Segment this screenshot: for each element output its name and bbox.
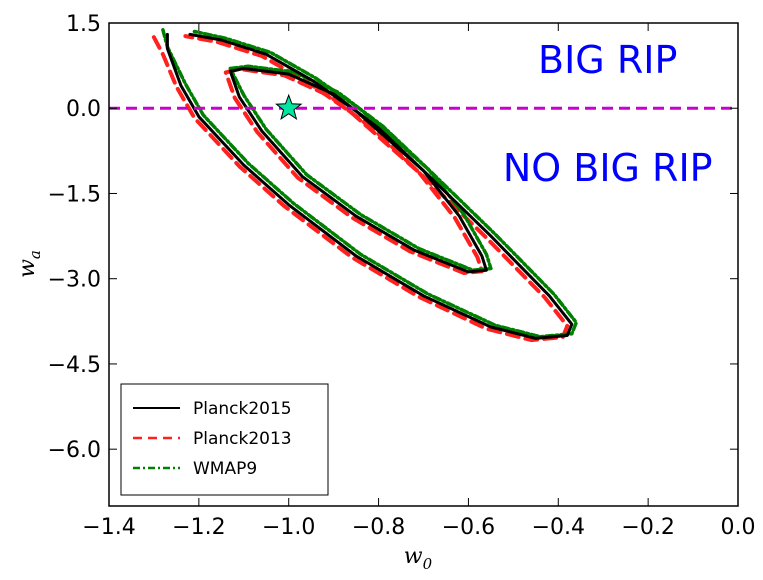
x-axis-label: w0 (404, 544, 433, 573)
svg-text:wa: wa (15, 250, 44, 278)
legend-box (120, 383, 329, 496)
x-tick-label: −1.4 (82, 515, 135, 540)
y-tick-label: −4.5 (48, 353, 101, 378)
y-tick-label: −1.5 (48, 182, 101, 207)
y-tick-label: 1.5 (66, 12, 101, 37)
x-tick-label: −0.6 (442, 515, 495, 540)
y-tick-label: −6.0 (48, 438, 101, 463)
x-tick-label: −0.2 (621, 515, 674, 540)
x-axis-label-main: w (404, 544, 423, 569)
y-tick-label: −3.0 (48, 268, 101, 293)
annotation-big-rip: BIG RIP (538, 38, 677, 82)
y-axis-label-subscript: a (26, 250, 44, 259)
x-tick-label: −1.2 (172, 515, 225, 540)
plot-frame (108, 22, 739, 507)
legend: Planck2015 Planck2013 WMAP9 (120, 383, 329, 496)
contour-planck2015-68 (228, 67, 488, 274)
legend-label-wmap9: WMAP9 (193, 459, 257, 479)
y-axis-label: wa (15, 250, 44, 278)
y-tick-label: 0.0 (66, 97, 101, 122)
annotation-no-big-rip: NO BIG RIP (503, 146, 713, 190)
lambda-cdm-star-marker (275, 93, 303, 120)
series-layer (151, 28, 579, 343)
y-axis-label-main: w (15, 259, 40, 278)
legend-label-planck2013: Planck2013 (193, 429, 292, 449)
x-axis-label-subscript: 0 (423, 555, 433, 573)
svg-text:w0: w0 (404, 544, 433, 573)
legend-label-planck2015: Planck2015 (193, 399, 292, 419)
x-tick-label: 0.0 (721, 515, 756, 540)
tick-layer: −1.4 −1.2 −1.0 −0.8 −0.6 −0.4 −0.2 0.0 1.5 0.0 −1.… (48, 12, 756, 540)
contour-planck2015-95 (165, 32, 574, 340)
x-tick-label: −0.8 (352, 515, 405, 540)
x-tick-label: −1.0 (262, 515, 315, 540)
contour-planck2013-68 (223, 67, 484, 275)
x-tick-label: −0.4 (532, 515, 585, 540)
